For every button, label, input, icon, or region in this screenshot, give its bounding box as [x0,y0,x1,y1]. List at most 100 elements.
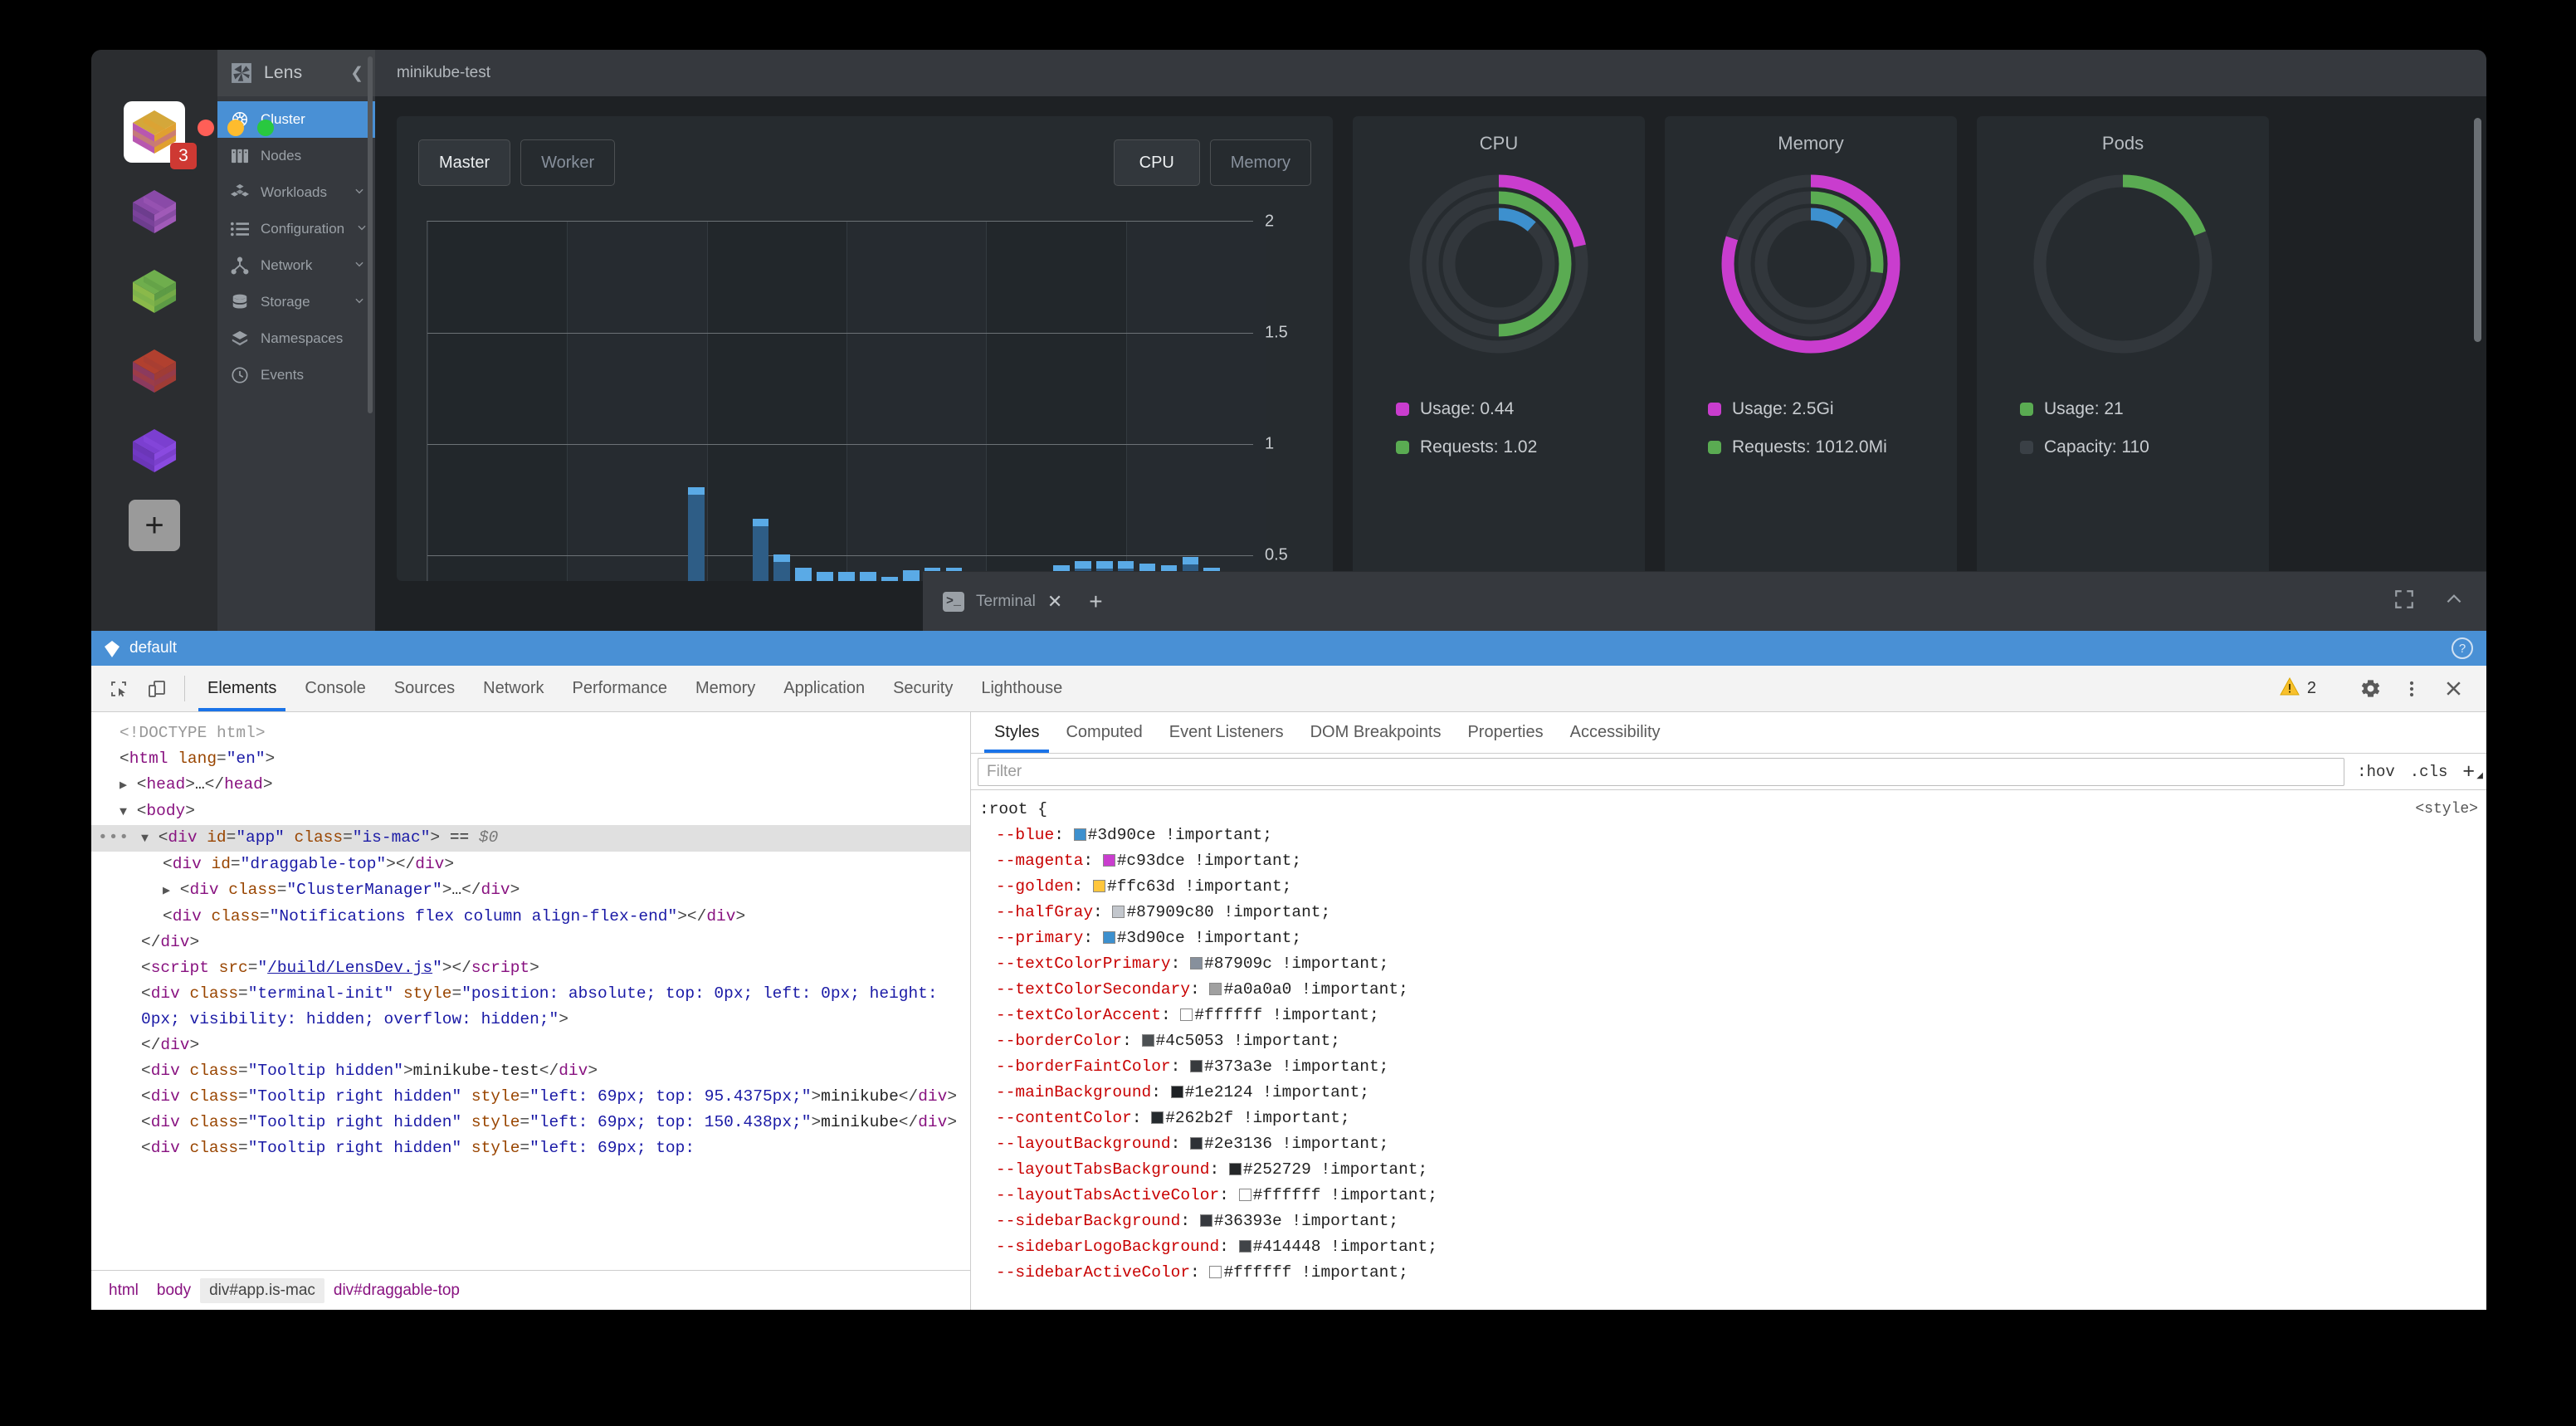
color-swatch[interactable] [1190,957,1203,969]
memory-donut-chart[interactable] [1715,168,1907,360]
tab-lighthouse[interactable]: Lighthouse [981,679,1063,697]
css-declaration[interactable]: --mainBackground: #1e2124 !important; [979,1080,2486,1106]
chart-bar[interactable] [817,572,833,581]
css-declaration[interactable]: --borderFaintColor: #373a3e !important; [979,1054,2486,1080]
cls-toggle-button[interactable]: .cls [2409,762,2448,781]
cluster-icon-3[interactable] [124,261,185,322]
tab-memory[interactable]: Memory [695,679,756,697]
css-declaration[interactable]: --halfGray: #87909c80 !important; [979,900,2486,925]
sidebar-item-workloads[interactable]: Workloads [217,174,375,211]
more-vertical-icon[interactable] [2393,671,2430,707]
dom-node-line[interactable]: <div class="Tooltip right hidden" style=… [141,1113,958,1131]
sidebar-scrollbar[interactable] [368,56,373,413]
warning-count-chip[interactable]: 2 [2271,676,2325,701]
css-declaration[interactable]: --contentColor: #262b2f !important; [979,1106,2486,1131]
breadcrumb-item[interactable]: div#draggable-top [333,1281,461,1299]
close-icon[interactable]: ✕ [1046,590,1063,612]
color-swatch[interactable] [1151,1111,1164,1124]
sidebar-item-namespaces[interactable]: Namespaces [217,320,375,357]
css-declaration[interactable]: --primary: #3d90ce !important; [979,925,2486,951]
tab-console[interactable]: Console [305,679,366,697]
styles-filter-input[interactable]: Filter [978,757,2345,786]
css-declaration[interactable]: --textColorAccent: #ffffff !important; [979,1003,2486,1028]
chevron-down-icon[interactable] [354,294,365,310]
sidebar-item-nodes[interactable]: Nodes [217,138,375,174]
color-swatch[interactable] [1228,1163,1242,1175]
dom-node-line[interactable]: <div id="draggable-top"></div> [163,855,455,873]
tab-performance[interactable]: Performance [572,679,668,697]
css-declaration[interactable]: --borderColor: #4c5053 !important; [979,1028,2486,1054]
chart-bar[interactable] [773,554,791,581]
cluster-icon-1[interactable]: 3 [124,101,197,169]
styles-tab-dom-breakpoints[interactable]: DOM Breakpoints [1310,723,1442,741]
dom-node-line[interactable]: <div class="Tooltip right hidden" style=… [141,1139,695,1157]
css-declaration[interactable]: --layoutTabsActiveColor: #ffffff !import… [979,1183,2486,1209]
css-declaration[interactable]: --sidebarLogoBackground: #414448 !import… [979,1234,2486,1260]
css-declaration[interactable]: --golden: #ffc63d !important; [979,874,2486,900]
add-cluster-button[interactable]: + [129,500,180,551]
chart-bar[interactable] [838,572,855,581]
sidebar-item-events[interactable]: Events [217,357,375,393]
color-swatch[interactable] [1112,906,1125,918]
zoom-window-button[interactable] [257,120,274,136]
hov-toggle-button[interactable]: :hov [2357,762,2395,781]
cluster-icon-5[interactable] [124,420,185,481]
new-style-rule-button[interactable]: + ◢ [2455,761,2486,782]
dom-node-line[interactable]: <!DOCTYPE html> [120,724,266,742]
sidebar-item-configuration[interactable]: Configuration [217,211,375,247]
dom-node-line[interactable]: ••• ▼ <div id="app" class="is-mac"> == $0 [91,825,970,852]
cpu-usage-bar-chart[interactable]: 0.5 1 1.5 2 [427,212,1288,581]
color-swatch[interactable] [1093,880,1106,892]
minimize-window-button[interactable] [227,120,244,136]
color-swatch[interactable] [1209,1266,1222,1278]
dom-tree[interactable]: <!DOCTYPE html> <html lang="en"> ▶ <head>…… [91,712,970,1270]
css-declaration[interactable]: --textColorPrimary: #87909c !important; [979,951,2486,977]
color-swatch[interactable] [1199,1214,1212,1227]
css-declaration[interactable]: --layoutBackground: #2e3136 !important; [979,1131,2486,1157]
node-menu-icon[interactable]: ••• [98,828,130,847]
chart-bar[interactable] [687,487,705,581]
chart-bar[interactable] [881,576,898,581]
color-swatch[interactable] [1238,1240,1251,1253]
color-swatch[interactable] [1238,1189,1251,1201]
expand-toggle-icon[interactable]: ▼ [120,805,128,819]
tab-application[interactable]: Application [783,679,866,697]
css-declaration[interactable]: --layoutTabsBackground: #252729 !importa… [979,1157,2486,1183]
color-swatch[interactable] [1170,1086,1183,1098]
dom-node-line[interactable]: <html lang="en"> [120,750,276,768]
worker-filter-button[interactable]: Worker [520,139,616,186]
tab-network[interactable]: Network [483,679,544,697]
expand-toggle-icon[interactable]: ▼ [141,832,149,846]
chevron-up-icon[interactable] [2443,588,2465,614]
css-declaration[interactable]: --textColorSecondary: #a0a0a0 !important… [979,977,2486,1003]
master-filter-button[interactable]: Master [418,139,511,186]
close-window-button[interactable] [198,120,214,136]
dom-node-line[interactable]: ▼ <body> [120,802,195,820]
css-declaration[interactable]: --magenta: #c93dce !important; [979,848,2486,874]
chart-bar[interactable] [795,567,812,581]
chevron-down-icon[interactable] [356,221,368,237]
dom-node-line[interactable]: ▶ <div class="ClusterManager">…</div> [163,881,520,899]
dom-node-line[interactable]: <div class="Notifications flex column al… [163,907,746,925]
expand-toggle-icon[interactable]: ▶ [120,779,128,793]
inspect-element-icon[interactable] [100,666,138,711]
color-swatch[interactable] [1141,1034,1154,1047]
dom-node-line[interactable]: <div class="Tooltip hidden">minikube-tes… [141,1062,598,1080]
device-toolbar-icon[interactable] [138,666,176,711]
tab-elements[interactable]: Elements [193,666,290,711]
color-swatch[interactable] [1190,1137,1203,1150]
style-source-link[interactable]: <style> [2415,801,2478,818]
settings-gear-icon[interactable] [2352,671,2388,707]
styles-tab-accessibility[interactable]: Accessibility [1569,723,1661,741]
terminal-tab[interactable]: >_ Terminal ✕ [943,590,1063,612]
color-swatch[interactable] [1180,1008,1193,1021]
breadcrumb-item[interactable]: body [156,1281,192,1299]
dom-node-line[interactable]: </div> [141,1036,200,1054]
styles-tab-properties[interactable]: Properties [1467,723,1544,741]
cluster-icon-2[interactable] [124,181,185,242]
cluster-icon-4[interactable] [124,340,185,402]
tab-security[interactable]: Security [893,679,954,697]
help-icon[interactable]: ? [2452,637,2473,659]
close-icon[interactable] [2435,671,2471,707]
overview-scrollbar[interactable] [2474,118,2481,342]
